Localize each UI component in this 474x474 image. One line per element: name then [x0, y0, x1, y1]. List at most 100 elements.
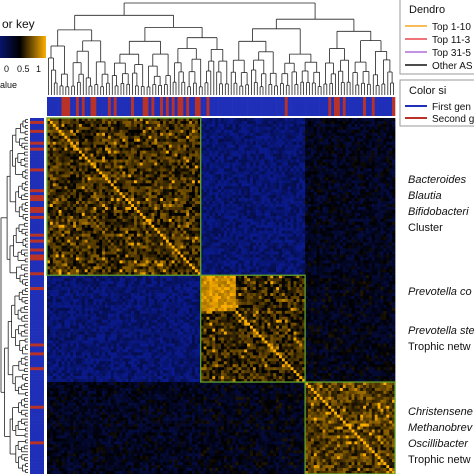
heatmap-cell — [380, 186, 384, 190]
heatmap-cell — [90, 159, 94, 163]
heatmap-cell — [351, 204, 355, 208]
heatmap-cell — [125, 189, 129, 193]
heatmap-cell — [165, 150, 170, 154]
heatmap-cell — [142, 135, 146, 140]
heatmap-cell — [273, 165, 277, 169]
heatmap-cell — [215, 168, 219, 172]
heatmap-cell — [238, 153, 242, 157]
heatmap-cell — [310, 135, 315, 140]
heatmap-cell — [128, 135, 132, 140]
heatmap-cell — [244, 201, 248, 205]
heatmap-cell — [134, 207, 138, 211]
heatmap-cell — [308, 195, 312, 199]
heatmap-cell — [363, 186, 367, 190]
heatmap-cell — [174, 118, 178, 122]
heatmap-cell — [392, 153, 396, 157]
heatmap-cell — [221, 150, 225, 154]
heatmap-cell — [235, 129, 239, 134]
left-side-color-cell — [30, 266, 44, 270]
heatmap-cell — [160, 144, 164, 149]
heatmap-cell — [212, 198, 216, 202]
heatmap-cell — [84, 168, 88, 172]
color-key-tick-mid: 0.5 — [17, 64, 30, 74]
heatmap-cell — [84, 129, 88, 134]
left-side-color-cell — [30, 322, 44, 326]
heatmap-cell — [247, 174, 251, 178]
heatmap-cell — [250, 192, 254, 196]
heatmap-cell — [371, 212, 376, 217]
heatmap-cell — [119, 195, 123, 199]
heatmap-cell — [177, 150, 181, 154]
heatmap-cell — [200, 120, 204, 125]
heatmap-cell — [183, 159, 187, 163]
heatmap-cell — [160, 118, 164, 122]
heatmap-cell — [122, 195, 126, 199]
heatmap-cell — [52, 141, 57, 146]
top-side-color-cell — [168, 97, 172, 116]
heatmap-cell — [258, 147, 262, 151]
heatmap-cell — [377, 159, 381, 163]
heatmap-cell — [136, 138, 141, 143]
heatmap-cell — [58, 209, 62, 214]
heatmap-cell — [226, 135, 231, 140]
heatmap-cell — [151, 159, 155, 163]
heatmap-cell — [125, 153, 129, 157]
heatmap-cell — [244, 120, 248, 125]
heatmap-cell — [107, 198, 112, 202]
heatmap-cell — [131, 138, 135, 143]
heatmap-cell — [273, 156, 277, 160]
heatmap-cell — [345, 204, 349, 208]
heatmap-cell — [168, 177, 173, 181]
heatmap-cell — [235, 138, 239, 143]
heatmap-cell — [148, 171, 152, 175]
heatmap-cell — [252, 126, 257, 131]
heatmap-cell — [226, 138, 231, 143]
heatmap-cell — [374, 195, 378, 199]
heatmap-cell — [392, 144, 396, 149]
heatmap-cell — [107, 138, 112, 143]
heatmap-cell — [145, 165, 149, 169]
heatmap-cell — [273, 171, 277, 175]
heatmap-cell — [296, 177, 300, 181]
heatmap-cell — [348, 126, 352, 131]
heatmap-cell — [168, 189, 173, 193]
heatmap-cell — [235, 204, 239, 208]
heatmap-cell — [136, 183, 141, 187]
heatmap-cell — [218, 180, 222, 184]
heatmap-cell — [276, 159, 280, 163]
heatmap-cell — [174, 132, 178, 137]
heatmap-cell — [250, 207, 254, 211]
top-side-color-cell — [308, 97, 312, 116]
heatmap-cell — [267, 189, 271, 193]
heatmap-cell — [113, 147, 117, 151]
heatmap-cell — [49, 186, 54, 190]
heatmap-cell — [105, 207, 109, 211]
heatmap-cell — [64, 138, 68, 143]
left-side-color-cell — [30, 343, 44, 347]
heatmap-cell — [339, 144, 344, 149]
heatmap-cell — [337, 165, 341, 169]
heatmap-cell — [64, 183, 68, 187]
heatmap-cell — [351, 147, 355, 151]
heatmap-cell — [189, 195, 193, 199]
heatmap-cell — [287, 177, 291, 181]
heatmap-cell — [250, 150, 254, 154]
heatmap-cell — [366, 118, 370, 122]
heatmap-cell — [186, 138, 190, 143]
heatmap-cell — [247, 147, 251, 151]
heatmap-cell — [354, 141, 358, 146]
heatmap-cell — [325, 159, 329, 163]
heatmap-cell — [55, 165, 59, 169]
heatmap-cell — [78, 177, 83, 181]
heatmap-cell — [209, 147, 213, 151]
heatmap-cell — [247, 141, 251, 146]
heatmap-cell — [244, 147, 248, 151]
heatmap-cell — [279, 135, 283, 140]
heatmap-cell — [61, 144, 65, 149]
heatmap-cell — [113, 153, 117, 157]
heatmap-cell — [360, 204, 364, 208]
heatmap-cell — [107, 174, 112, 178]
heatmap-cell — [206, 150, 210, 154]
heatmap-cell — [328, 123, 332, 128]
heatmap-cell — [58, 207, 62, 211]
